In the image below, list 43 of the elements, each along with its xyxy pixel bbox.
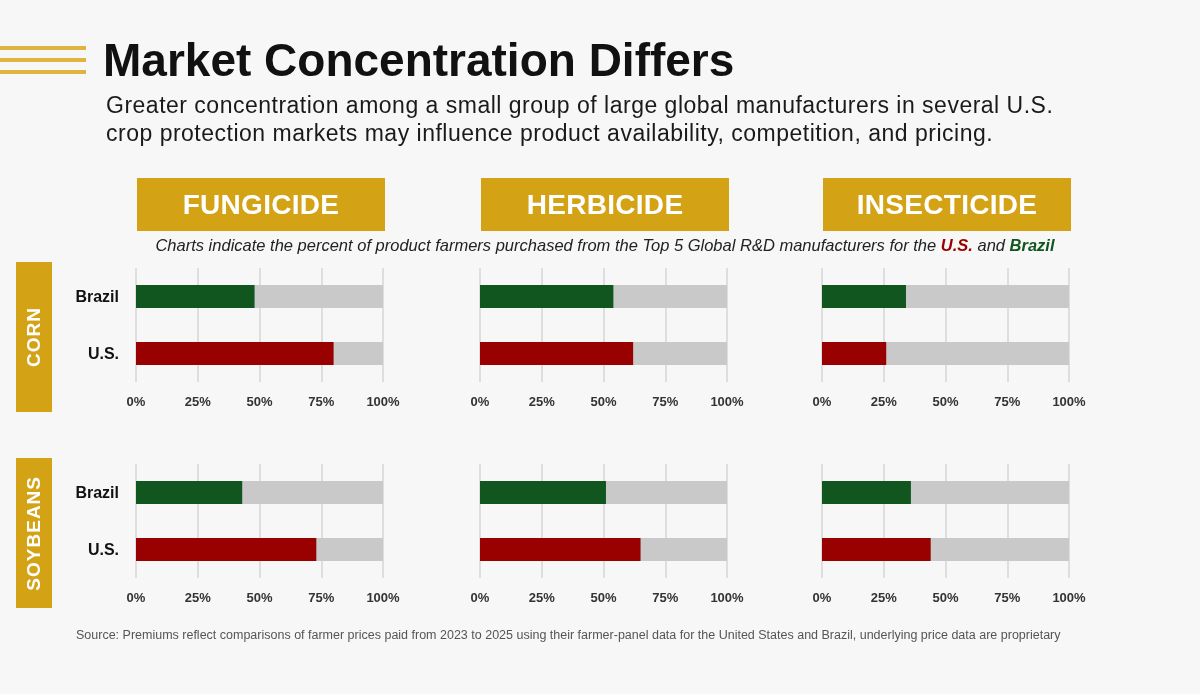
y-tick-label: Brazil <box>75 484 119 501</box>
x-tick-label: 50% <box>932 394 959 409</box>
x-tick-label: 0% <box>470 394 490 409</box>
source-note: Source: Premiums reflect comparisons of farmer prices paid from 2023 to 2025 using their farmer-panel data for the United States and Brazil, underlying price data are proprietary <box>76 627 1062 644</box>
x-tick-label: 50% <box>246 394 273 409</box>
text: Charts indicate the percent of product farmers purchased from the Top 5 Global R&D manufacturers for the U.S. and Brazil <box>154 235 1056 255</box>
x-tick-label: 0% <box>126 394 146 409</box>
x-tick-label: 25% <box>184 590 212 605</box>
x-tick-label: 75% <box>994 394 1021 409</box>
x-tick-label: 50% <box>932 590 959 605</box>
x-tick-label: 0% <box>812 394 832 409</box>
x-tick-label: 0% <box>470 590 490 605</box>
x-tick-label: 100% <box>366 394 401 409</box>
y-tick-label: Brazil <box>75 288 119 305</box>
x-tick-label: 50% <box>246 590 273 605</box>
x-tick-label: 25% <box>870 394 898 409</box>
x-tick-label: 75% <box>994 590 1021 605</box>
x-tick-label: 25% <box>184 394 212 409</box>
x-tick-label: 75% <box>308 394 335 409</box>
x-tick-label: 100% <box>1052 394 1087 409</box>
x-tick-label: 25% <box>528 394 556 409</box>
x-tick-label: 50% <box>590 590 617 605</box>
text: Greater concentration among a small group of large global manufacturers in several U.S. crop protection markets may influence product availability, competition, and pricing. <box>106 91 1055 147</box>
x-tick-label: 75% <box>652 394 679 409</box>
chart-title: HERBICIDE <box>526 188 684 221</box>
x-tick-label: 0% <box>812 590 832 605</box>
x-tick-label: 0% <box>126 590 146 605</box>
chart-title: FUNGICIDE <box>182 188 340 221</box>
x-tick-label: 100% <box>366 590 401 605</box>
x-tick-label: 100% <box>1052 590 1087 605</box>
y-axis-title: CORN <box>23 307 45 367</box>
y-tick-label: U.S. <box>87 541 119 558</box>
x-tick-label: 100% <box>710 394 745 409</box>
x-tick-label: 25% <box>870 590 898 605</box>
x-tick-label: 50% <box>590 394 617 409</box>
chart-title: INSECTICIDE <box>856 188 1038 221</box>
y-tick-label: U.S. <box>87 345 119 362</box>
x-tick-label: 100% <box>710 590 745 605</box>
y-axis-title: SOYBEANS <box>23 475 45 591</box>
x-tick-label: 25% <box>528 590 556 605</box>
x-tick-label: 75% <box>652 590 679 605</box>
x-tick-label: 75% <box>308 590 335 605</box>
text: Market Concentration Differs <box>103 33 735 88</box>
